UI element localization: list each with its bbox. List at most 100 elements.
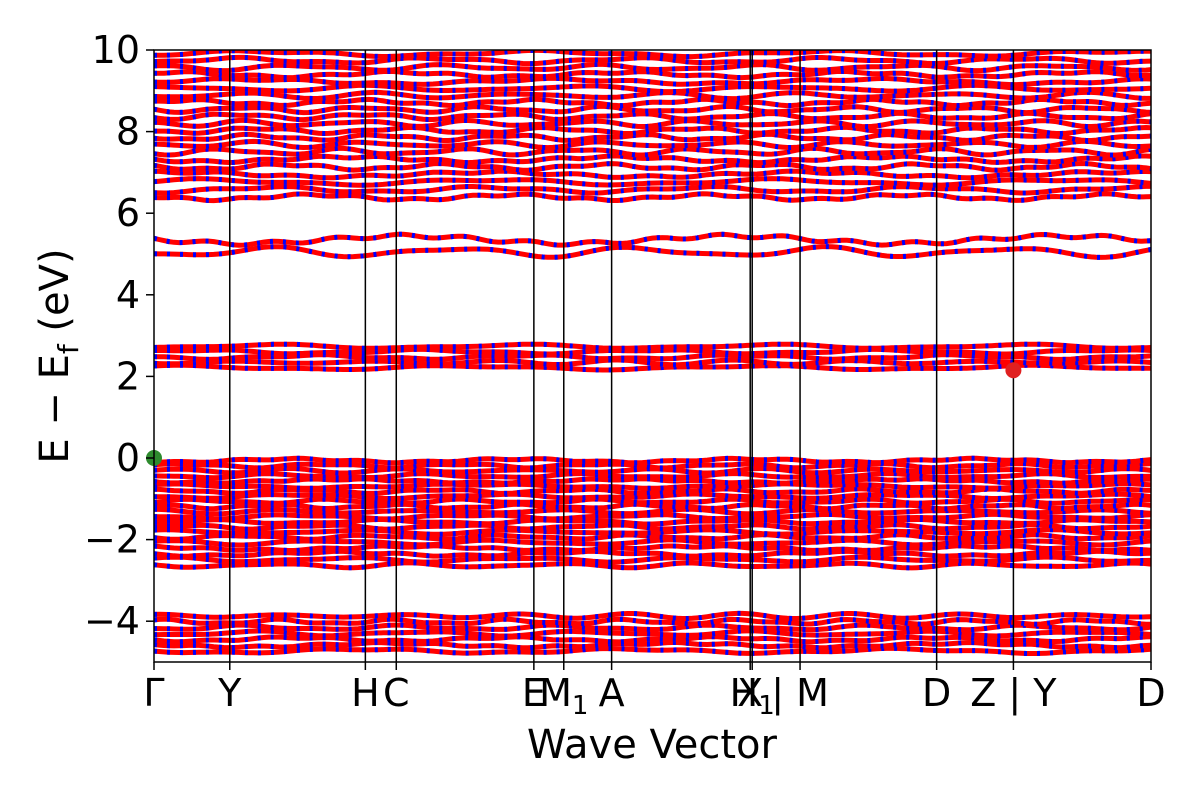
band-line-down	[154, 522, 1151, 532]
band-line-down	[154, 75, 1151, 88]
band-line-down	[154, 639, 1151, 651]
band-line-down	[154, 82, 1151, 95]
y-tick-label: 8	[116, 110, 140, 154]
band-line-down	[154, 511, 1151, 522]
y-tick-label: −2	[84, 518, 140, 562]
y-axis-ticks: 10 8 6 4 2 0 −2 −4	[84, 28, 154, 643]
band-line-down	[154, 96, 1151, 109]
y-tick-label: 6	[116, 191, 140, 235]
x-tick-label: X	[737, 671, 763, 715]
x-tick-label: C	[383, 671, 410, 715]
band-line-up	[154, 610, 1151, 621]
band-line-down	[154, 616, 1151, 627]
kpoint-lines	[229, 50, 1015, 662]
band-line-down	[154, 168, 1151, 181]
band-line-down	[154, 176, 1151, 188]
x-tick-label: H1	[730, 671, 775, 721]
band-line-up	[154, 61, 1151, 74]
x-tick-label: Z | Y	[970, 671, 1057, 716]
band-line-down	[154, 124, 1151, 137]
band-line-down	[154, 61, 1151, 74]
y-tick-label: 2	[116, 354, 140, 398]
y-tick-label: 10	[92, 28, 140, 72]
band-line-up	[154, 176, 1151, 188]
bands-layer	[154, 50, 1151, 656]
band-line-up	[154, 145, 1151, 158]
band-line-up	[154, 346, 1151, 357]
band-line-down	[154, 68, 1151, 81]
x-tick-label: M1	[539, 671, 588, 721]
band-line-up	[154, 341, 1151, 351]
y-tick-label: 0	[116, 436, 140, 480]
band-line-up	[154, 75, 1151, 88]
band-line-down	[154, 357, 1151, 368]
x-tick-label: Γ	[143, 671, 164, 715]
plot-frame	[153, 49, 1152, 663]
x-tick-label: | M	[771, 671, 829, 716]
band-line-up	[154, 231, 1151, 248]
band-line-down	[154, 628, 1151, 639]
band-line-down	[154, 89, 1151, 102]
band-line-up	[154, 153, 1151, 166]
extrema-markers	[146, 362, 1022, 466]
y-tick-label: −4	[84, 599, 140, 643]
x-axis-ticks: Γ Y H C EM1 A XH1| M D Z | Y D	[143, 662, 1166, 721]
y-tick-label: 4	[116, 273, 140, 317]
band-line-down	[154, 352, 1151, 362]
band-line-down	[154, 517, 1151, 527]
band-line-down	[154, 110, 1151, 123]
band-line-down	[154, 153, 1151, 166]
x-tick-label: Y	[217, 671, 242, 715]
band-line-up	[154, 50, 1151, 60]
band-line-up	[154, 506, 1151, 517]
band-line-up	[154, 138, 1151, 151]
band-line-down	[154, 506, 1151, 517]
band-line-down	[154, 610, 1151, 621]
band-line-down	[154, 622, 1151, 633]
band-line-down	[154, 461, 1151, 471]
band-line-up	[154, 543, 1151, 554]
band-line-up	[154, 481, 1151, 491]
x-tick-label: H	[351, 671, 380, 715]
cbm-marker	[1005, 362, 1022, 379]
band-line-up	[154, 527, 1151, 537]
x-axis-label: Wave Vector	[527, 722, 778, 768]
band-line-up	[154, 560, 1151, 571]
band-line-up	[154, 244, 1151, 260]
band-line-up	[154, 622, 1151, 633]
band-line-down	[154, 54, 1151, 67]
band-line-down	[154, 532, 1151, 542]
x-tick-label: D	[922, 671, 951, 715]
band-line-up	[154, 517, 1151, 527]
band-line-down	[154, 465, 1151, 476]
x-tick-label: A	[599, 671, 625, 715]
y-axis-label-suffix: (eV)	[32, 248, 78, 344]
band-line-down	[154, 138, 1151, 151]
band-line-down	[154, 543, 1151, 554]
band-line-up	[154, 362, 1151, 373]
band-line-down	[154, 548, 1151, 559]
band-line-up	[154, 511, 1151, 522]
band-line-down	[154, 471, 1151, 481]
band-line-down	[154, 537, 1151, 548]
band-line-down	[154, 191, 1151, 204]
band-line-up	[154, 491, 1151, 501]
y-axis-label: E − Ef (eV)	[32, 248, 85, 463]
x-tick-label: D	[1136, 671, 1165, 715]
band-line-down	[154, 455, 1151, 466]
band-line-down	[154, 476, 1151, 486]
band-line-up	[154, 471, 1151, 481]
band-line-down	[154, 501, 1151, 512]
band-line-up	[154, 476, 1151, 486]
band-line-down	[154, 554, 1151, 565]
band-line-up	[154, 131, 1151, 143]
band-line-up	[154, 117, 1151, 130]
band-line-up	[154, 68, 1151, 81]
band-line-up	[154, 645, 1151, 656]
y-axis-label-main: E − E	[32, 354, 78, 464]
band-line-up	[154, 532, 1151, 542]
y-axis-label-subscript: f	[52, 343, 85, 354]
band-line-down	[154, 634, 1151, 645]
band-line-down	[154, 50, 1151, 60]
